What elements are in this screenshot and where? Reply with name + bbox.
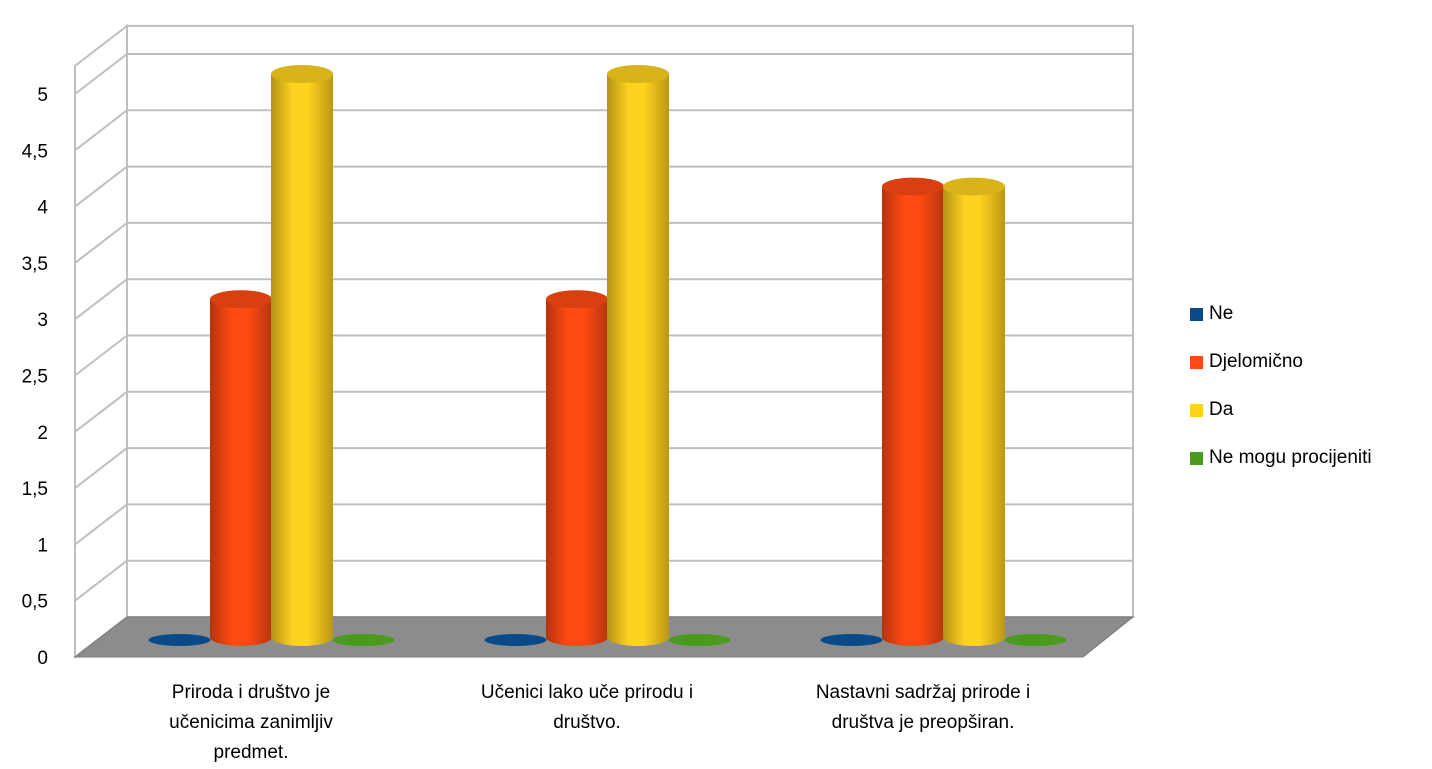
legend-item-da: Da [1190,394,1430,426]
legend-item-ne: Ne [1190,298,1430,330]
category-label-line: Nastavni sadržaj prirode i [816,682,1030,703]
y-tick-label: 0,5 [22,592,48,613]
category-label-1: Učenici lako uče prirodu i društvo. [481,682,693,733]
bar-2-2 [943,177,1005,646]
y-axis-ticks: 0 0,5 1 1,5 2 2,5 3 3,5 4 4,5 5 [22,85,49,669]
bar-2-1 [607,65,669,646]
gridline-side [74,222,128,264]
x-axis-categories: Priroda i društvo je učenicima zanimljiv p… [169,682,1030,763]
y-tick-label: 0 [37,648,48,669]
category-label-line: društvo. [553,712,621,733]
gridline-side [74,447,128,489]
legend-swatch-ne [1190,307,1203,321]
y-tick-label: 2 [37,423,48,444]
category-label-line: Učenici lako uče prirodu i [481,682,693,703]
gridline-side [74,109,128,152]
bar-0-1 [484,634,547,646]
legend-item-djelomicno: Djelomično [1190,346,1430,378]
y-tick-label: 4 [37,198,48,219]
bar-top-1-1 [546,290,608,309]
bar-body-2-2 [943,186,1005,646]
y-tick-label: 1 [37,535,48,556]
y-tick-label: 1,5 [22,479,48,500]
bar-body-1-2 [882,186,944,646]
bar-top-2-1 [607,65,669,83]
bar-body-1-1 [546,299,608,646]
bar-top-2-2 [943,177,1005,196]
bar-1-2 [882,177,944,646]
bar-body-2-1 [607,74,669,646]
bar-3-0 [332,634,395,646]
legend-label-da: Da [1209,399,1234,420]
legend: Ne Djelomično Da Ne mogu procijeniti [1190,298,1430,474]
bar-0-0 [148,634,211,646]
bar-top-1-2 [882,177,944,196]
gridline-side [74,559,128,602]
legend-item-ne-mogu-procijeniti: Ne mogu procijeniti [1190,442,1430,474]
y-tick-label: 2,5 [22,367,48,388]
gridline-side [74,503,128,546]
bar-body-2-0 [271,74,333,646]
bar-1-1 [546,290,608,646]
bar-3-2 [1004,634,1067,646]
legend-label-ne-mogu-procijeniti: Ne mogu procijeniti [1209,447,1372,468]
bar-3-1 [668,634,731,646]
bar-top-1-0 [210,290,272,309]
category-label-line: učenicima zanimljiv [169,712,333,733]
bar-1-0 [210,290,272,646]
category-label-line: Priroda i društvo je [172,682,330,703]
category-label-2: Nastavni sadržaj prirode i društva je pre… [816,682,1030,733]
legend-swatch-da [1190,403,1203,417]
legend-label-djelomicno: Djelomično [1209,351,1303,372]
y-tick-label: 3 [37,310,48,331]
legend-swatch-ne-mogu-procijeniti [1190,451,1203,465]
y-tick-label: 4,5 [22,141,48,162]
bar-top-2-0 [271,65,333,83]
y-tick-label: 5 [37,85,48,106]
legend-label-ne: Ne [1209,303,1234,324]
legend-swatch-djelomicno [1190,355,1203,369]
y-tick-label: 3,5 [22,254,48,275]
gridline-side [74,165,128,208]
gridline-side [74,53,128,95]
bar-0-2 [820,634,883,646]
gridline-side [74,391,128,433]
category-label-line: predmet. [214,742,289,763]
gridline-side [74,278,128,320]
category-label-0: Priroda i društvo je učenicima zanimljiv p… [169,682,333,763]
bar-2-0 [271,65,333,646]
category-label-line: društva je preopširan. [832,712,1015,733]
bar-body-1-0 [210,299,272,646]
bars [148,65,1067,646]
gridline-side [74,334,128,377]
